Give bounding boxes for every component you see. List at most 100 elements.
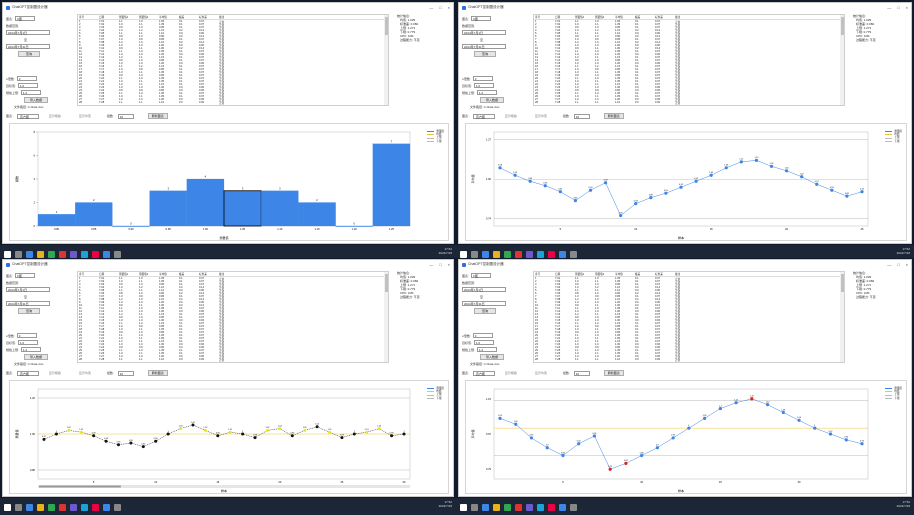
table-row[interactable]: 27 7-27 1.0 1.0 1.00 0.0 0.00 正常 (78, 355, 388, 359)
show-spec-checkbox[interactable]: 显示规格 (48, 114, 61, 118)
taskbar-app-icon[interactable] (548, 504, 555, 511)
table-row[interactable]: 11 7-11 1.1 1.0 1.05 0.1 0.07 正常 (534, 50, 844, 54)
table-row[interactable]: 12 7-12 1.0 1.0 1.00 0.0 0.00 正常 (78, 310, 388, 314)
table-row[interactable]: 3 7-03 0.9 1.0 0.95 0.1 0.07 正常 (534, 283, 844, 287)
refresh-chart-button[interactable]: 刷新图表 (603, 113, 624, 119)
table-row[interactable]: 5 7-05 1.1 1.1 1.10 0.0 0.00 正常 (534, 32, 844, 36)
taskbar-app-icon[interactable] (103, 251, 110, 258)
table-row[interactable]: 12 7-12 1.0 1.0 1.00 0.0 0.00 正常 (534, 310, 844, 314)
table-row[interactable]: 1 7-01 1.1 1.0 1.05 0.1 0.07 正常 (534, 277, 844, 281)
table-row[interactable]: 19 7-19 0.9 1.0 0.95 0.1 0.07 正常 (78, 331, 388, 335)
taskbar-app-icon[interactable] (114, 504, 121, 511)
taskbar-app-icon[interactable] (26, 251, 33, 258)
taskbar-app-icon[interactable] (493, 504, 500, 511)
taskbar-app-icon[interactable] (48, 504, 55, 511)
table-row[interactable]: 24 7-24 0.9 0.9 0.90 0.0 0.00 正常 (78, 89, 388, 93)
taskbar-app-icon[interactable] (70, 504, 77, 511)
import-button[interactable]: 导入数据 (480, 353, 504, 360)
show-mean-checkbox[interactable]: 显示均值 (78, 114, 91, 118)
to-date-picker[interactable]: 2024年7月31日 (6, 301, 50, 306)
table-row[interactable]: 16 7-16 1.1 1.2 1.15 0.1 0.07 正常 (534, 322, 844, 326)
table-row[interactable]: 9 7-09 1.0 1.0 1.00 0.0 0.00 正常 (534, 301, 844, 305)
maximize-button[interactable]: □ (897, 5, 900, 10)
taskbar-app-icon[interactable] (559, 251, 566, 258)
table-scrollbar[interactable] (840, 15, 844, 105)
table-row[interactable]: 7 7-07 1.0 0.9 0.95 0.1 0.07 正常 (534, 295, 844, 299)
show-mean-checkbox[interactable]: 显示均值 (534, 114, 547, 118)
taskbar-app-icon[interactable] (59, 504, 66, 511)
table-row[interactable]: 10 7-10 0.9 1.1 1.00 0.2 0.14 正常 (78, 304, 388, 308)
import-button[interactable]: 导入数据 (24, 96, 48, 103)
table-row[interactable]: 11 7-11 1.1 1.0 1.05 0.1 0.07 正常 (78, 50, 388, 54)
maximize-button[interactable]: □ (897, 262, 900, 267)
table-row[interactable]: 26 7-26 1.0 1.1 1.05 0.1 0.07 正常 (534, 95, 844, 99)
import-button[interactable]: 导入数据 (480, 96, 504, 103)
table-row[interactable]: 27 7-27 1.0 1.0 1.00 0.0 0.00 正常 (534, 98, 844, 102)
table-row[interactable]: 9 7-09 1.0 1.0 1.00 0.0 0.00 正常 (78, 44, 388, 48)
sigma-input[interactable]: 3 (16, 76, 37, 81)
taskbar-app-icon[interactable] (515, 504, 522, 511)
taskbar-app-icon[interactable] (15, 504, 22, 511)
minimize-button[interactable]: — (887, 5, 892, 10)
table-row[interactable]: 16 7-16 1.1 1.2 1.15 0.1 0.07 正常 (78, 322, 388, 326)
table-row[interactable]: 11 7-11 1.1 1.0 1.05 0.1 0.07 正常 (534, 307, 844, 311)
table-row[interactable]: 17 7-17 1.0 0.9 0.95 0.1 0.07 正常 (534, 325, 844, 329)
close-button[interactable]: × (447, 262, 450, 267)
table-row[interactable]: 18 7-18 1.0 1.1 1.05 0.1 0.07 正常 (78, 71, 388, 75)
taskbar-app-icon[interactable] (471, 504, 478, 511)
taskbar-app-icon[interactable] (482, 251, 489, 258)
taskbar-app-icon[interactable] (570, 504, 577, 511)
taskbar-app-icon[interactable] (537, 251, 544, 258)
table-row[interactable]: 6 7-06 0.8 1.0 0.90 0.2 0.14 正常 (534, 292, 844, 296)
table-row[interactable]: 19 7-19 0.9 1.0 0.95 0.1 0.07 正常 (534, 331, 844, 335)
taskbar-app-icon[interactable] (515, 251, 522, 258)
to-date-picker[interactable]: 2024年7月31日 (462, 301, 506, 306)
table-row[interactable]: 7 7-07 1.0 0.9 0.95 0.1 0.07 正常 (78, 295, 388, 299)
table-row[interactable]: 2 7-02 1.0 1.1 1.05 0.1 0.07 正常 (78, 280, 388, 284)
taskbar-clock[interactable]: 17:52 (902, 500, 910, 504)
table-row[interactable]: 9 7-09 1.0 1.0 1.00 0.0 0.00 正常 (78, 301, 388, 305)
table-row[interactable]: 19 7-19 0.9 1.0 0.95 0.1 0.07 正常 (78, 74, 388, 78)
data-table[interactable]: 序号 日期 测量值1 测量值2 平均值 极差 标准差 备注 1 7-01 1.1 1.0 1.05 0.1… (533, 271, 845, 363)
chart-type-select[interactable]: X图 (14, 273, 35, 278)
taskbar-app-icon[interactable] (526, 251, 533, 258)
chart-type-select[interactable]: X图 (470, 273, 491, 278)
limit-input[interactable]: 1.2 (20, 347, 41, 352)
table-row[interactable]: 2 7-02 1.0 1.1 1.05 0.1 0.07 正常 (534, 23, 844, 27)
table-row[interactable]: 13 7-13 1.2 1.1 1.15 0.1 0.07 正常 (78, 56, 388, 60)
table-row[interactable]: 16 7-16 1.1 1.2 1.15 0.1 0.07 正常 (78, 65, 388, 69)
table-row[interactable]: 23 7-23 1.0 1.0 1.00 0.0 0.00 正常 (78, 86, 388, 90)
taskbar-app-icon[interactable] (114, 251, 121, 258)
table-row[interactable]: 13 7-13 1.2 1.1 1.15 0.1 0.07 正常 (534, 313, 844, 317)
table-row[interactable]: 25 7-25 1.1 1.0 1.05 0.1 0.07 正常 (78, 349, 388, 353)
table-row[interactable]: 18 7-18 1.0 1.1 1.05 0.1 0.07 正常 (78, 328, 388, 332)
chart-type-select[interactable]: X图 (14, 16, 35, 21)
table-row[interactable]: 22 7-22 1.2 1.1 1.15 0.1 0.07 正常 (534, 340, 844, 344)
chart-type-dropdown[interactable]: 直方图 (16, 113, 39, 119)
table-row[interactable]: 8 7-08 1.2 1.0 1.10 0.2 0.14 正常 (534, 41, 844, 45)
taskbar-app-icon[interactable] (548, 251, 555, 258)
table-row[interactable]: 22 7-22 1.2 1.1 1.15 0.1 0.07 正常 (78, 340, 388, 344)
taskbar-app-icon[interactable] (570, 251, 577, 258)
maximize-button[interactable]: □ (439, 262, 442, 267)
taskbar-app-icon[interactable] (37, 504, 44, 511)
table-row[interactable]: 6 7-06 0.8 1.0 0.90 0.2 0.14 正常 (78, 292, 388, 296)
taskbar-app-icon[interactable] (15, 251, 22, 258)
taskbar-app-icon[interactable] (59, 251, 66, 258)
chart-type-dropdown[interactable]: 直方图 (16, 370, 39, 376)
taskbar-app-icon[interactable] (103, 504, 110, 511)
table-row[interactable]: 28 7-28 1.1 1.1 1.10 0.0 0.00 正常 (78, 358, 388, 362)
refresh-chart-button[interactable]: 刷新图表 (147, 370, 168, 376)
bins-input[interactable]: 10 (573, 113, 590, 119)
refresh-chart-button[interactable]: 刷新图表 (603, 370, 624, 376)
table-row[interactable]: 2 7-02 1.0 1.1 1.05 0.1 0.07 正常 (78, 23, 388, 27)
table-row[interactable]: 25 7-25 1.1 1.0 1.05 0.1 0.07 正常 (534, 92, 844, 96)
minimize-button[interactable]: — (429, 262, 434, 267)
table-row[interactable]: 26 7-26 1.0 1.1 1.05 0.1 0.07 正常 (78, 352, 388, 356)
table-row[interactable]: 14 7-14 0.9 1.0 0.95 0.1 0.07 正常 (78, 59, 388, 63)
table-row[interactable]: 11 7-11 1.1 1.0 1.05 0.1 0.07 正常 (78, 307, 388, 311)
taskbar-app-icon[interactable] (504, 504, 511, 511)
table-row[interactable]: 10 7-10 0.9 1.1 1.00 0.2 0.14 正常 (534, 47, 844, 51)
table-row[interactable]: 19 7-19 0.9 1.0 0.95 0.1 0.07 正常 (534, 74, 844, 78)
table-scrollbar[interactable] (840, 272, 844, 362)
